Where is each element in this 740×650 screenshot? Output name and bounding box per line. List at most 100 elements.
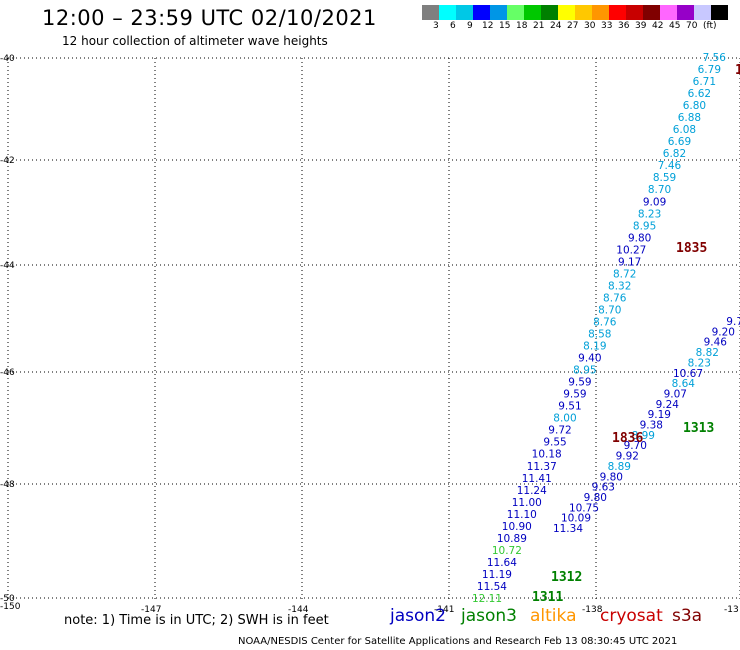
legend-swatch xyxy=(490,5,507,20)
color-legend xyxy=(422,5,728,20)
wave-height-value: 10.67 xyxy=(673,368,703,380)
wave-height-value: 9.38 xyxy=(640,420,663,432)
longitude-label: -147 xyxy=(141,605,161,615)
legend-label: 3 xyxy=(433,21,439,31)
wave-height-value: 10.89 xyxy=(497,533,527,545)
wave-height-value: 8.70 xyxy=(648,184,671,196)
wave-height-value: 6.88 xyxy=(678,112,701,124)
satellite-label-jason2: jason2 xyxy=(390,606,446,626)
map-grid xyxy=(7,57,740,600)
wave-height-value: 9.46 xyxy=(704,337,728,349)
wave-height-value: 9.59 xyxy=(568,377,591,389)
legend-label: 12 xyxy=(482,21,494,31)
wave-height-value: 8.00 xyxy=(553,413,576,425)
legend-swatch xyxy=(711,5,728,20)
wave-height-value: 9.55 xyxy=(543,437,566,449)
legend-label: 27 xyxy=(567,21,579,31)
wave-height-value: 10.90 xyxy=(502,521,532,533)
wave-height-value: 9.20 xyxy=(712,326,735,338)
latitude-label: -48 xyxy=(0,480,15,490)
legend-label: 9 xyxy=(467,21,473,31)
legend-label: 6 xyxy=(450,21,456,31)
wave-height-value: 11.00 xyxy=(512,497,542,509)
latitude-label: -40 xyxy=(0,54,15,64)
wave-height-value: 9.17 xyxy=(618,256,641,268)
wave-height-value: 9.07 xyxy=(664,388,687,400)
legend-swatch xyxy=(677,5,694,20)
wave-height-value: 6.79 xyxy=(698,64,721,76)
wave-height-value: 8.82 xyxy=(696,347,719,359)
longitude-label: -150 xyxy=(0,602,21,612)
wave-height-value: 8.19 xyxy=(583,341,606,353)
legend-swatch xyxy=(592,5,609,20)
wave-height-value: 9.72 xyxy=(548,425,571,437)
legend-swatch xyxy=(507,5,524,20)
legend-swatch xyxy=(456,5,473,20)
wave-height-value: 9.7 xyxy=(726,316,740,328)
wave-height-value: 11.54 xyxy=(477,581,507,593)
wave-height-value: 6.82 xyxy=(663,148,686,160)
wave-height-value: 8.95 xyxy=(633,220,656,232)
page-subtitle: 12 hour collection of altimeter wave hei… xyxy=(62,34,328,48)
wave-height-value: 8.58 xyxy=(588,329,611,341)
color-legend-labels: 3 6 9 12 15 18 21 24 27 30 33 36 39 42 45 70 (ft) xyxy=(422,21,740,33)
legend-swatch xyxy=(558,5,575,20)
wave-height-value: 9.24 xyxy=(656,399,680,411)
latitude-label: -42 xyxy=(0,156,15,166)
wave-height-value: 7.56 xyxy=(703,52,727,64)
wave-height-value: 8.72 xyxy=(613,268,636,280)
pass-time-label: 1 xyxy=(735,63,740,78)
legend-swatch xyxy=(575,5,592,20)
satellite-label-cryosat: cryosat xyxy=(600,606,663,626)
wave-height-value: 7.46 xyxy=(658,160,682,172)
wave-height-value: 10.27 xyxy=(616,244,646,256)
wave-height-value: 6.62 xyxy=(688,88,711,100)
legend-label: 39 xyxy=(635,21,647,31)
wave-height-value: 8.76 xyxy=(593,316,617,328)
latitude-label: -50 xyxy=(0,594,15,604)
wave-height-value: 8.89 xyxy=(608,461,631,473)
latitude-label: -44 xyxy=(0,261,15,271)
wave-height-value: 9.80 xyxy=(584,492,607,504)
wave-height-value: 6.69 xyxy=(668,136,691,148)
pass-time-label: 1313 xyxy=(683,421,714,436)
wave-height-value: 11.64 xyxy=(487,557,517,569)
wave-height-value: 9.09 xyxy=(643,196,666,208)
wave-height-value: 8.70 xyxy=(598,304,621,316)
pass-time-label: 1312 xyxy=(551,570,582,585)
wave-height-value: 11.10 xyxy=(507,509,537,521)
legend-label: 18 xyxy=(516,21,528,31)
wave-height-value: 8.64 xyxy=(672,378,696,390)
wave-height-value: 12.11 xyxy=(472,593,502,605)
legend-swatch xyxy=(626,5,643,20)
legend-label: (ft) xyxy=(703,21,717,31)
wave-height-value: 10.18 xyxy=(532,449,562,461)
wave-height-value: 10.72 xyxy=(492,545,522,557)
footer-note: note: 1) Time is in UTC; 2) SWH is in fe… xyxy=(64,613,329,628)
wave-height-value: 8.95 xyxy=(573,365,596,377)
wave-height-value: 9.80 xyxy=(600,471,623,483)
legend-label: 15 xyxy=(499,21,511,31)
wave-height-value: 8.32 xyxy=(608,280,631,292)
legend-swatch xyxy=(660,5,677,20)
wave-height-value: 10.75 xyxy=(569,502,599,514)
legend-swatch xyxy=(643,5,660,20)
wave-height-value: 9.80 xyxy=(628,232,651,244)
satellite-label-altika: altika xyxy=(530,606,577,626)
wave-height-value: 11.37 xyxy=(527,461,557,473)
legend-label: 30 xyxy=(584,21,596,31)
wave-height-value: 9.19 xyxy=(648,409,671,421)
legend-label: 70 xyxy=(686,21,698,31)
legend-label: 42 xyxy=(652,21,664,31)
wave-height-value: 8.23 xyxy=(638,208,661,220)
footer-credit: NOAA/NESDIS Center for Satellite Applica… xyxy=(238,636,678,647)
wave-height-value: 9.59 xyxy=(563,389,586,401)
wave-height-value: 8.59 xyxy=(653,172,676,184)
legend-swatch xyxy=(473,5,490,20)
legend-swatch xyxy=(609,5,626,20)
satellite-label-jason3: jason3 xyxy=(461,606,517,626)
pass-time-label: 1311 xyxy=(532,590,563,605)
wave-height-value: 10.09 xyxy=(561,513,591,525)
